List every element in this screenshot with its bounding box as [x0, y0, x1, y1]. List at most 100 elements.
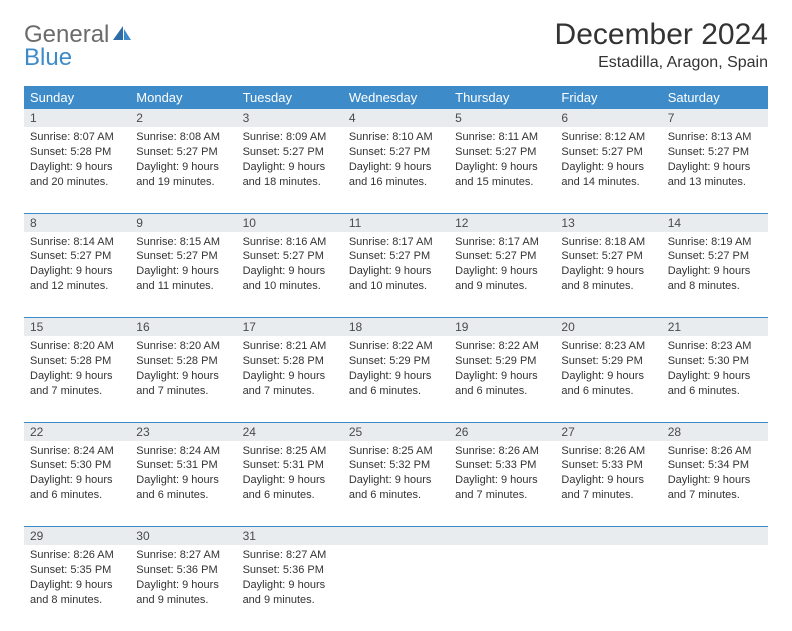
daylight-text: Daylight: 9 hours [136, 578, 230, 593]
day-number: 14 [662, 213, 768, 232]
sunrise-text: Sunrise: 8:22 AM [455, 339, 549, 354]
day-cell: Sunrise: 8:22 AMSunset: 5:29 PMDaylight:… [343, 336, 449, 422]
sunrise-text: Sunrise: 8:17 AM [455, 235, 549, 250]
daylight-text: and 9 minutes. [455, 279, 549, 294]
sunset-text: Sunset: 5:36 PM [136, 563, 230, 578]
daylight-text: and 7 minutes. [668, 488, 762, 503]
daylight-text: and 12 minutes. [30, 279, 124, 294]
sunset-text: Sunset: 5:29 PM [349, 354, 443, 369]
day-content-row: Sunrise: 8:20 AM Sunset: 5:28 PM Daylight:… [24, 336, 768, 422]
day-number-row: 293031 [24, 527, 768, 546]
day-cell: Sunrise: 8:25 AMSunset: 5:31 PMDaylight:… [237, 441, 343, 527]
sunset-text: Sunset: 5:27 PM [455, 249, 549, 264]
day-cell: Sunrise: 8:24 AMSunset: 5:31 PMDaylight:… [130, 441, 236, 527]
sunrise-text: Sunrise: 8:18 AM [561, 235, 655, 250]
daylight-text: and 14 minutes. [561, 175, 655, 190]
day-number: 29 [24, 527, 130, 546]
day-number [449, 527, 555, 546]
daylight-text: Daylight: 9 hours [455, 264, 549, 279]
daylight-text: Daylight: 9 hours [243, 578, 337, 593]
sunrise-text: Sunrise: 8:21 AM [243, 339, 337, 354]
sunrise-text: Sunrise: 8:11 AM [455, 130, 549, 145]
day-number: 1 [24, 109, 130, 127]
day-number [555, 527, 661, 546]
day-content-row: Sunrise: 8:26 AMSunset: 5:35 PMDaylight:… [24, 545, 768, 631]
weekday-header: Monday [130, 86, 236, 109]
sunset-text: Sunset: 5:32 PM [349, 458, 443, 473]
sunrise-text: Sunrise: 8:20 AM [30, 339, 124, 354]
sunrise-text: Sunrise: 8:10 AM [349, 130, 443, 145]
daylight-text: Daylight: 9 hours [243, 264, 337, 279]
day-number: 27 [555, 422, 661, 441]
sunset-text: Sunset: 5:28 PM [243, 354, 337, 369]
day-number: 18 [343, 318, 449, 337]
day-cell: Sunrise: 8:07 AMSunset: 5:28 PMDaylight:… [24, 127, 130, 213]
sunrise-text: Sunrise: 8:13 AM [668, 130, 762, 145]
day-number: 4 [343, 109, 449, 127]
day-number: 15 [24, 318, 130, 337]
sunset-text: Sunset: 5:28 PM [136, 354, 230, 369]
daylight-text: Daylight: 9 hours [668, 369, 762, 384]
sunset-text: Sunset: 5:33 PM [561, 458, 655, 473]
daylight-text: Daylight: 9 hours [30, 578, 124, 593]
daylight-text: Daylight: 9 hours [668, 473, 762, 488]
sunset-text: Sunset: 5:27 PM [136, 145, 230, 160]
daylight-text: Daylight: 9 hours [243, 473, 337, 488]
daylight-text: and 19 minutes. [136, 175, 230, 190]
day-number: 5 [449, 109, 555, 127]
day-cell: Sunrise: 8:17 AMSunset: 5:27 PMDaylight:… [343, 232, 449, 318]
sunset-text: Sunset: 5:30 PM [30, 458, 124, 473]
day-cell: Sunrise: 8:27 AMSunset: 5:36 PMDaylight:… [237, 545, 343, 631]
day-number: 6 [555, 109, 661, 127]
day-number: 10 [237, 213, 343, 232]
day-cell: Sunrise: 8:16 AMSunset: 5:27 PMDaylight:… [237, 232, 343, 318]
daylight-text: Daylight: 9 hours [349, 264, 443, 279]
day-cell: Sunrise: 8:23 AMSunset: 5:30 PMDaylight:… [662, 336, 768, 422]
location: Estadilla, Aragon, Spain [555, 54, 768, 72]
daylight-text: Daylight: 9 hours [455, 369, 549, 384]
day-cell: Sunrise: 8:19 AMSunset: 5:27 PMDaylight:… [662, 232, 768, 318]
daylight-text: Daylight: 9 hours [561, 473, 655, 488]
daylight-text: and 6 minutes. [668, 384, 762, 399]
sunrise-text: Sunrise: 8:19 AM [668, 235, 762, 250]
sunrise-text: Sunrise: 8:17 AM [349, 235, 443, 250]
day-cell [343, 545, 449, 631]
daylight-text: and 6 minutes. [349, 384, 443, 399]
daylight-text: Daylight: 9 hours [349, 473, 443, 488]
day-cell: Sunrise: 8:26 AMSunset: 5:34 PMDaylight:… [662, 441, 768, 527]
day-content-row: Sunrise: 8:24 AMSunset: 5:30 PMDaylight:… [24, 441, 768, 527]
day-number: 16 [130, 318, 236, 337]
day-cell: Sunrise: 8:26 AMSunset: 5:33 PMDaylight:… [449, 441, 555, 527]
calendar-table: Sunday Monday Tuesday Wednesday Thursday… [24, 86, 768, 631]
day-number: 25 [343, 422, 449, 441]
day-number-row: 891011121314 [24, 213, 768, 232]
daylight-text: and 11 minutes. [136, 279, 230, 294]
day-cell: Sunrise: 8:11 AMSunset: 5:27 PMDaylight:… [449, 127, 555, 213]
daylight-text: and 6 minutes. [561, 384, 655, 399]
daylight-text: and 9 minutes. [243, 593, 337, 608]
sunrise-text: Sunrise: 8:23 AM [561, 339, 655, 354]
day-cell: Sunrise: 8:25 AMSunset: 5:32 PMDaylight:… [343, 441, 449, 527]
day-cell: Sunrise: 8:22 AMSunset: 5:29 PMDaylight:… [449, 336, 555, 422]
sunset-text: Sunset: 5:27 PM [30, 249, 124, 264]
weekday-header: Tuesday [237, 86, 343, 109]
day-number: 13 [555, 213, 661, 232]
daylight-text: Daylight: 9 hours [668, 264, 762, 279]
sunset-text: Sunset: 5:27 PM [136, 249, 230, 264]
day-cell: Sunrise: 8:27 AMSunset: 5:36 PMDaylight:… [130, 545, 236, 631]
daylight-text: and 8 minutes. [561, 279, 655, 294]
sunrise-text: Sunrise: 8:07 AM [30, 130, 124, 145]
day-number: 28 [662, 422, 768, 441]
day-cell: Sunrise: 8:24 AMSunset: 5:30 PMDaylight:… [24, 441, 130, 527]
daylight-text: and 8 minutes. [30, 593, 124, 608]
sunrise-text: Sunrise: 8:14 AM [30, 235, 124, 250]
sunset-text: Sunset: 5:35 PM [30, 563, 124, 578]
daylight-text: Daylight: 9 hours [455, 473, 549, 488]
sunset-text: Sunset: 5:27 PM [455, 145, 549, 160]
daylight-text: Daylight: 9 hours [349, 369, 443, 384]
day-number: 20 [555, 318, 661, 337]
daylight-text: Daylight: 9 hours [30, 369, 124, 384]
daylight-text: and 6 minutes. [455, 384, 549, 399]
day-number: 21 [662, 318, 768, 337]
day-cell: Sunrise: 8:26 AMSunset: 5:33 PMDaylight:… [555, 441, 661, 527]
